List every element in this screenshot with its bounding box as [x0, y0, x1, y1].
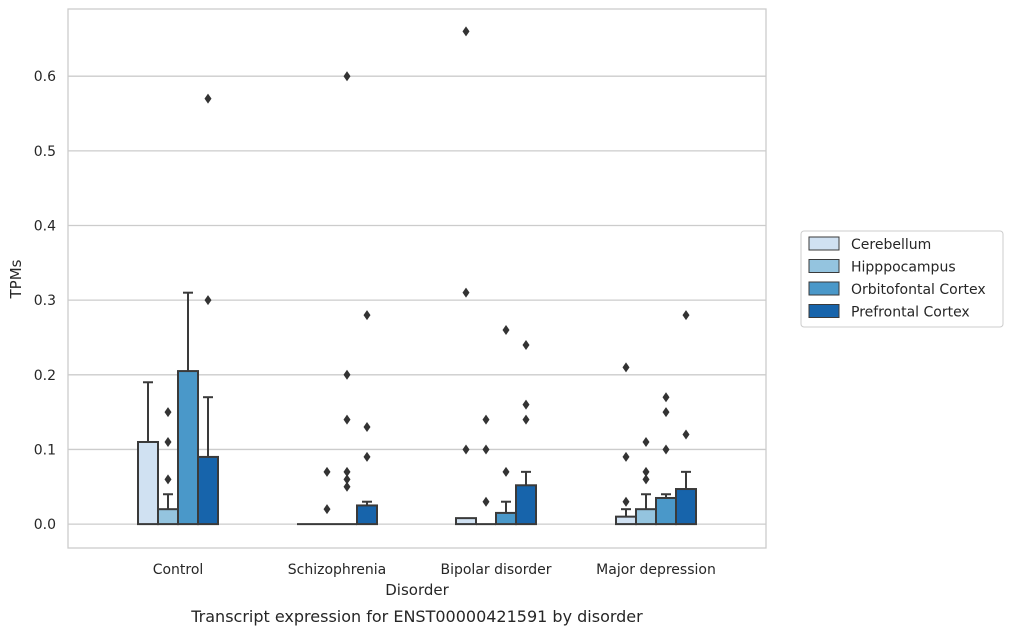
legend-label: Orbitofontal Cortex [851, 282, 986, 298]
outlier-point [164, 436, 172, 447]
y-tick-label: 0.5 [34, 144, 56, 160]
bar [177, 370, 199, 526]
y-axis-label: TPMs [7, 259, 25, 299]
x-tick-label: Bipolar disorder [440, 562, 551, 578]
outlier-point [522, 399, 530, 410]
bar [515, 484, 537, 526]
outlier-point [204, 295, 212, 306]
outlier-point [622, 362, 630, 373]
outlier-point [502, 325, 510, 336]
outlier-point [363, 310, 371, 321]
bar [675, 488, 697, 526]
outliers [164, 26, 690, 515]
outlier-point [482, 444, 490, 455]
x-tick-label: Control [153, 562, 204, 578]
outlier-point [462, 26, 470, 37]
bar [356, 504, 378, 526]
outlier-point [323, 466, 331, 477]
outlier-point [662, 444, 670, 455]
outlier-point [622, 496, 630, 507]
outlier-point [482, 496, 490, 507]
outlier-point [323, 504, 331, 515]
legend-swatch [808, 304, 840, 318]
y-tick-label: 0.6 [34, 69, 56, 85]
legend-swatch [808, 281, 840, 296]
outlier-point [363, 451, 371, 462]
y-tick-label: 0.4 [34, 218, 56, 234]
outlier-point [502, 466, 510, 477]
outlier-point [363, 422, 371, 433]
bar [197, 455, 219, 526]
legend-frame [800, 230, 1004, 328]
x-tick-label: Major depression [596, 562, 716, 578]
outlier-point [682, 310, 690, 321]
plot-frame [67, 8, 767, 549]
x-axis-label: Disorder [385, 581, 449, 599]
outlier-point [462, 287, 470, 298]
outlier-point [522, 414, 530, 425]
outlier-point [343, 369, 351, 380]
legend-label: Hipppocampus [851, 260, 956, 276]
outlier-point [343, 466, 351, 477]
bar [495, 511, 517, 526]
outlier-point [622, 451, 630, 462]
outlier-point [462, 444, 470, 455]
gridlines [68, 75, 766, 525]
error-bars [143, 291, 691, 517]
outlier-point [662, 407, 670, 418]
legend-swatch [808, 236, 840, 251]
bar [615, 515, 637, 526]
bar [455, 517, 477, 526]
outlier-point [164, 474, 172, 485]
legend-label: Prefrontal Cortex [851, 305, 970, 321]
outlier-point [642, 474, 650, 485]
outlier-point [343, 71, 351, 82]
outlier-point [522, 339, 530, 350]
bar [157, 508, 179, 526]
bar [655, 496, 677, 526]
outlier-point [642, 466, 650, 477]
y-tick-label: 0.2 [34, 368, 56, 384]
outlier-point [343, 481, 351, 492]
y-tick-labels: 0.0 0.1 0.2 0.3 0.4 0.5 0.6 [34, 69, 56, 533]
y-tick-label: 0.1 [34, 442, 56, 458]
y-tick-label: 0.0 [34, 517, 56, 533]
outlier-point [482, 414, 490, 425]
outlier-point [164, 407, 172, 418]
x-tick-labels: Control Schizophrenia Bipolar disorder Majo… [153, 562, 716, 578]
legend-swatch [808, 259, 840, 273]
outlier-point [204, 93, 212, 104]
bars [137, 370, 697, 526]
outlier-point [662, 392, 670, 403]
outlier-point [642, 436, 650, 447]
y-tick-label: 0.3 [34, 293, 56, 309]
chart-caption: Transcript expression for ENST0000042159… [190, 607, 643, 626]
x-tick-label: Schizophrenia [288, 562, 386, 578]
legend-label: Cerebellum [851, 237, 931, 253]
legend: Cerebellum Hipppocampus Orbitofontal Corte… [800, 230, 1004, 328]
bar [635, 508, 657, 526]
outlier-point [343, 474, 351, 485]
bar [137, 440, 159, 526]
outlier-point [343, 414, 351, 425]
outlier-point [682, 429, 690, 440]
